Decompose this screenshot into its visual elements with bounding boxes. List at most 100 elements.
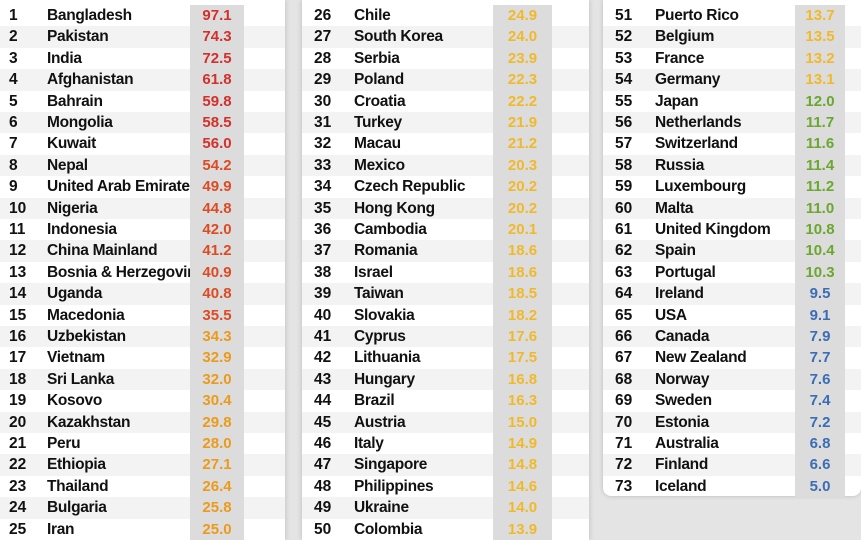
score-value: 21.9 bbox=[493, 112, 552, 134]
rank-number: 70 bbox=[615, 413, 633, 431]
table-row: 58 Russia 11.4 bbox=[603, 154, 861, 177]
table-row: 66 Canada 7.9 bbox=[603, 326, 861, 348]
ranking-column-2: 26 Chile 24.9 27 South Korea 24.0 28 Serbia 23.9… bbox=[302, 0, 589, 540]
score-value: 11.0 bbox=[795, 197, 845, 219]
score-value: 9.5 bbox=[795, 283, 845, 305]
table-row: 65 USA 9.1 bbox=[603, 304, 861, 326]
country-name: Czech Republic bbox=[354, 178, 466, 196]
rank-number: 29 bbox=[314, 71, 332, 89]
country-name: Kosovo bbox=[47, 392, 103, 410]
country-name: Chile bbox=[354, 7, 391, 24]
country-name: Sweden bbox=[655, 392, 712, 410]
table-row: 54 Germany 13.1 bbox=[603, 69, 861, 91]
table-row: 2 Pakistan 74.3 bbox=[0, 26, 285, 48]
rank-number: 17 bbox=[9, 349, 27, 367]
country-name: Uzbekistan bbox=[47, 328, 126, 345]
table-row: 70 Estonia 7.2 bbox=[603, 411, 861, 433]
rank-number: 61 bbox=[615, 221, 633, 238]
score-value: 58.5 bbox=[190, 112, 244, 134]
country-name: Bahrain bbox=[47, 92, 103, 110]
rank-number: 46 bbox=[314, 435, 332, 452]
country-name: Portugal bbox=[655, 263, 716, 281]
score-value: 14.6 bbox=[493, 475, 552, 498]
table-row: 71 Australia 6.8 bbox=[603, 433, 861, 455]
table-row: 56 Netherlands 11.7 bbox=[603, 112, 861, 134]
table-row: 10 Nigeria 44.8 bbox=[0, 197, 285, 219]
country-name: South Korea bbox=[354, 28, 443, 46]
score-value: 20.1 bbox=[493, 219, 552, 241]
score-value: 54.2 bbox=[190, 154, 244, 177]
country-name: Macedonia bbox=[47, 306, 125, 324]
rank-number: 53 bbox=[615, 49, 633, 67]
score-value: 41.2 bbox=[190, 240, 244, 262]
score-value: 20.2 bbox=[493, 197, 552, 219]
score-value: 28.0 bbox=[190, 433, 244, 455]
rank-number: 7 bbox=[9, 135, 18, 153]
score-value: 32.9 bbox=[190, 347, 244, 369]
table-row: 33 Mexico 20.3 bbox=[302, 154, 589, 177]
score-value: 10.4 bbox=[795, 240, 845, 262]
table-row: 60 Malta 11.0 bbox=[603, 197, 861, 219]
rank-number: 10 bbox=[9, 199, 27, 217]
country-name: Afghanistan bbox=[47, 71, 134, 89]
ranking-column-3: 51 Puerto Rico 13.7 52 Belgium 13.5 53 France 13… bbox=[603, 0, 861, 498]
country-name: Netherlands bbox=[655, 114, 742, 131]
country-name: India bbox=[47, 49, 82, 67]
score-value: 49.9 bbox=[190, 176, 244, 198]
table-row: 30 Croatia 22.2 bbox=[302, 90, 589, 112]
score-value: 30.4 bbox=[190, 390, 244, 412]
score-value: 40.8 bbox=[190, 283, 244, 305]
rank-number: 26 bbox=[314, 7, 332, 24]
rank-number: 38 bbox=[314, 263, 332, 281]
rank-number: 66 bbox=[615, 328, 633, 345]
score-value: 15.0 bbox=[493, 411, 552, 433]
table-row: 1 Bangladesh 97.1 bbox=[0, 5, 285, 27]
rank-number: 9 bbox=[9, 178, 18, 196]
score-value: 13.1 bbox=[795, 69, 845, 91]
table-row: 50 Colombia 13.9 bbox=[302, 518, 589, 540]
country-name: Canada bbox=[655, 328, 710, 345]
table-row: 63 Portugal 10.3 bbox=[603, 261, 861, 284]
rank-number: 2 bbox=[9, 28, 18, 46]
rank-number: 69 bbox=[615, 392, 633, 410]
table-row: 64 Ireland 9.5 bbox=[603, 283, 861, 305]
rank-number: 54 bbox=[615, 71, 633, 89]
country-name: Colombia bbox=[354, 520, 423, 538]
ranking-column-1: 1 Bangladesh 97.1 2 Pakistan 74.3 3 India 72.5 4 A… bbox=[0, 0, 285, 540]
country-name: Serbia bbox=[354, 49, 400, 67]
score-value: 11.2 bbox=[795, 176, 845, 198]
table-row: 40 Slovakia 18.2 bbox=[302, 304, 589, 326]
country-name: Hungary bbox=[354, 370, 415, 388]
table-row: 13 Bosnia & Herzegovina 40.9 bbox=[0, 261, 285, 284]
score-value: 27.1 bbox=[190, 454, 244, 476]
rank-number: 45 bbox=[314, 413, 332, 431]
table-row: 19 Kosovo 30.4 bbox=[0, 390, 285, 412]
rank-number: 13 bbox=[9, 263, 27, 281]
rank-number: 37 bbox=[314, 242, 332, 260]
rank-number: 36 bbox=[314, 221, 332, 238]
table-row: 32 Macau 21.2 bbox=[302, 133, 589, 155]
table-row: 26 Chile 24.9 bbox=[302, 5, 589, 27]
table-row: 46 Italy 14.9 bbox=[302, 433, 589, 455]
rank-number: 24 bbox=[9, 499, 27, 517]
country-name: United Kingdom bbox=[655, 221, 771, 238]
score-value: 14.9 bbox=[493, 433, 552, 455]
rank-number: 50 bbox=[314, 520, 332, 538]
country-name: Hong Kong bbox=[354, 199, 435, 217]
table-row: 62 Spain 10.4 bbox=[603, 240, 861, 262]
country-name: Malta bbox=[655, 199, 694, 217]
rank-number: 35 bbox=[314, 199, 332, 217]
rank-number: 60 bbox=[615, 199, 633, 217]
country-name: Cyprus bbox=[354, 328, 406, 345]
country-name: USA bbox=[655, 306, 687, 324]
table-row: 27 South Korea 24.0 bbox=[302, 26, 589, 48]
country-name: Ukraine bbox=[354, 499, 409, 517]
country-name: France bbox=[655, 49, 705, 67]
rank-number: 40 bbox=[314, 306, 332, 324]
table-row: 15 Macedonia 35.5 bbox=[0, 304, 285, 326]
rank-number: 62 bbox=[615, 242, 633, 260]
country-name: Bangladesh bbox=[47, 7, 132, 24]
table-row: 72 Finland 6.6 bbox=[603, 454, 861, 476]
score-value: 16.8 bbox=[493, 368, 552, 391]
rank-number: 56 bbox=[615, 114, 633, 131]
